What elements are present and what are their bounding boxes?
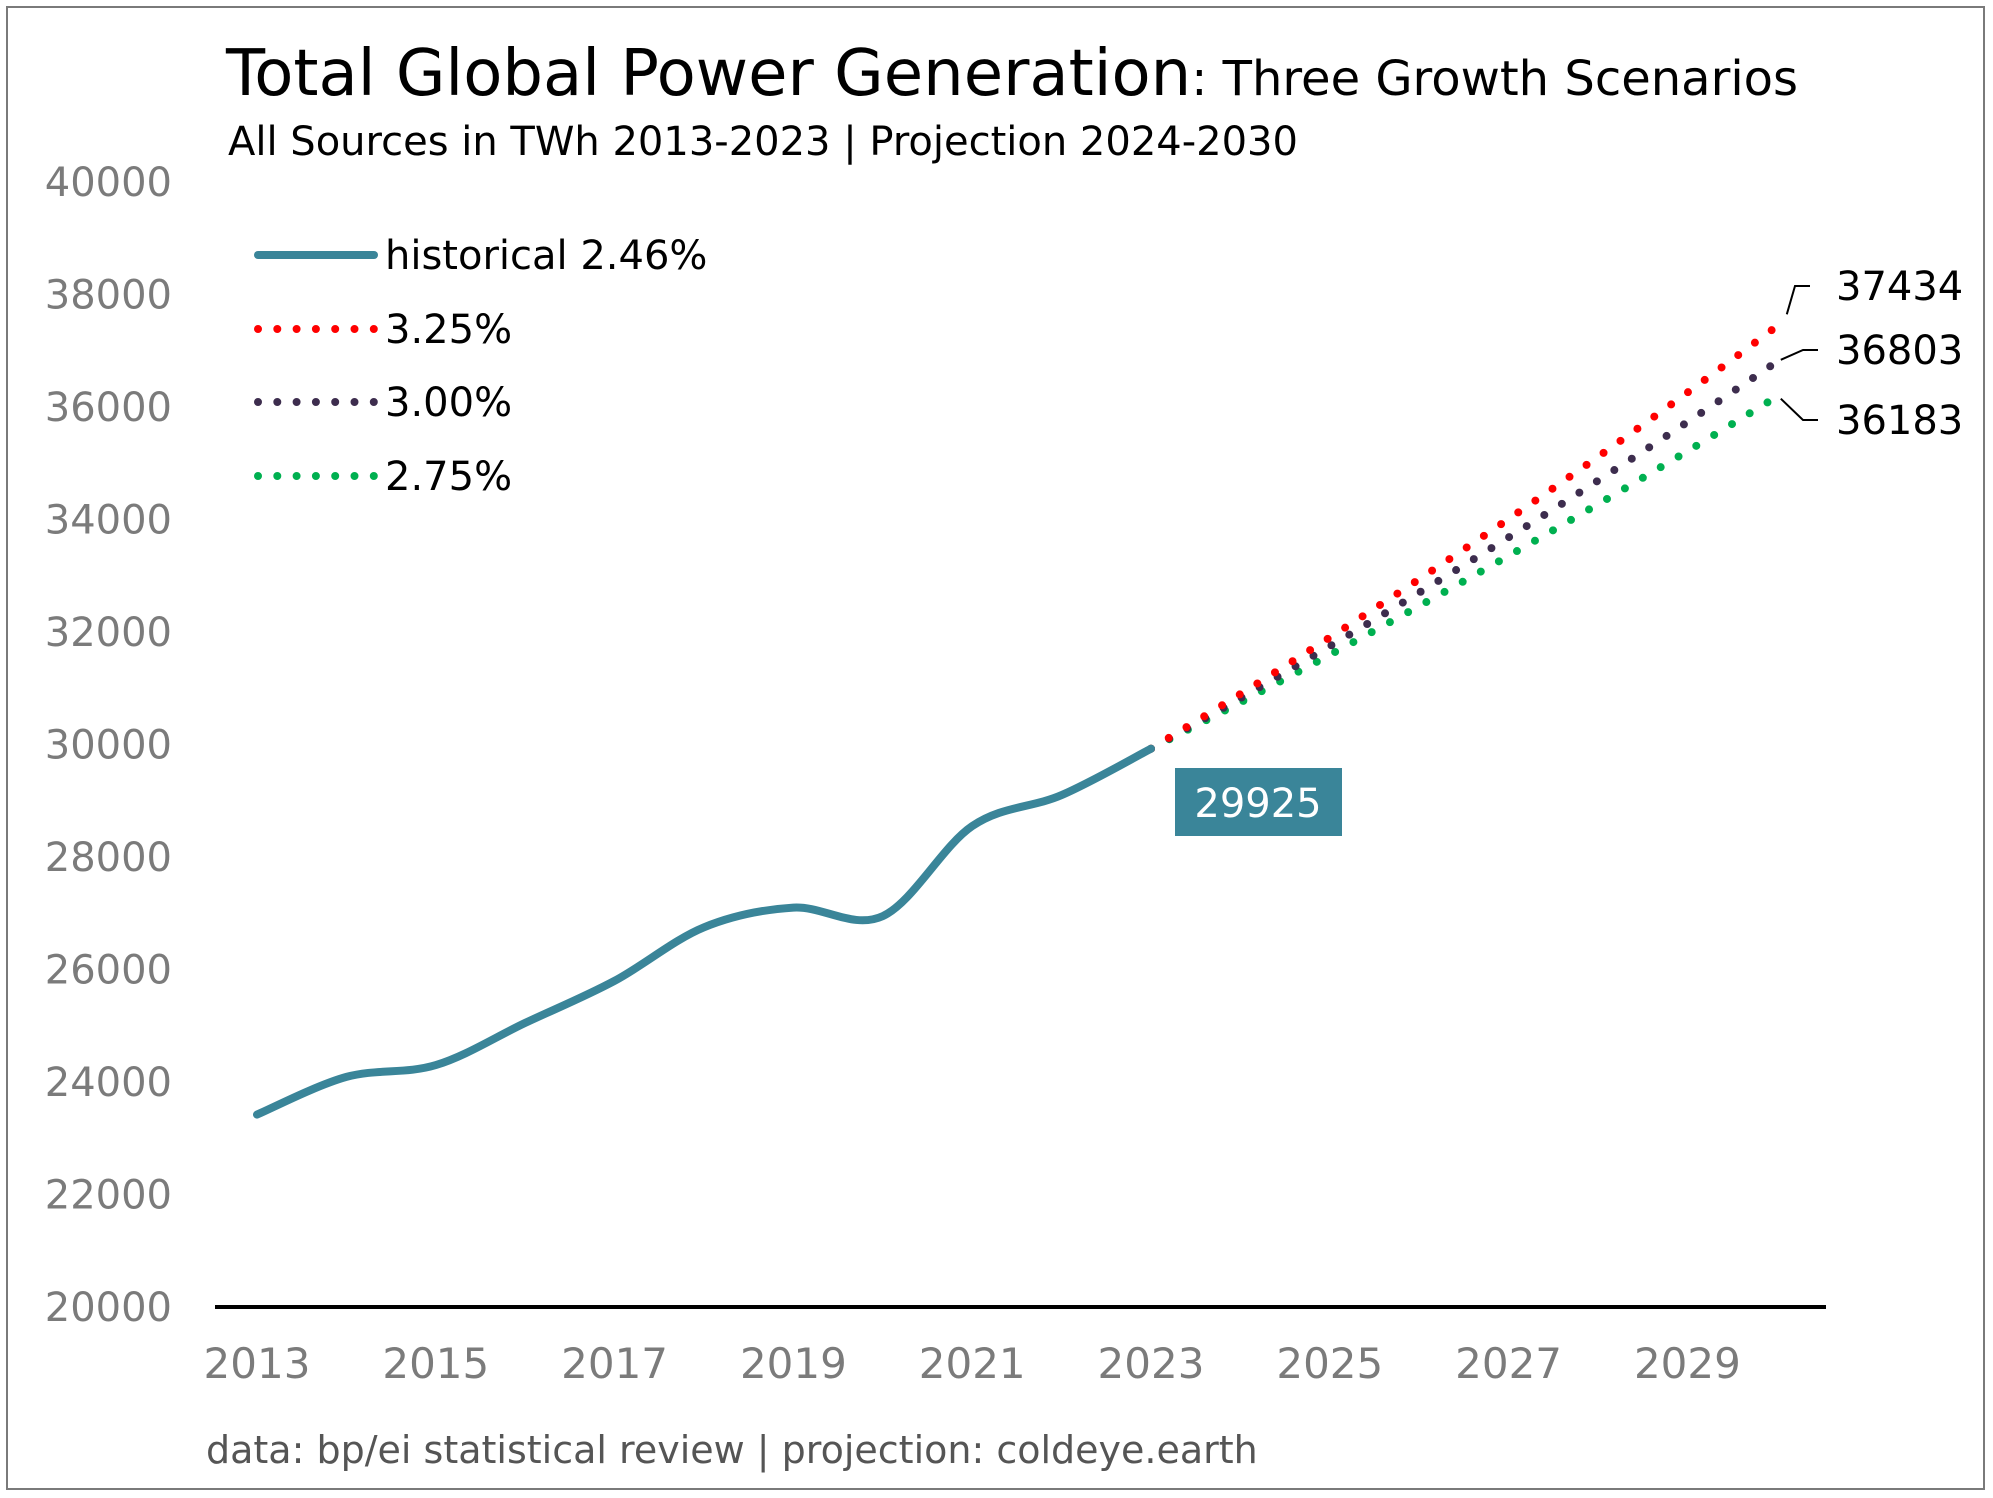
end-value-label: 36803: [1836, 328, 1963, 374]
x-tick-label: 2015: [382, 1339, 489, 1388]
y-tick-label: 34000: [45, 498, 172, 544]
series-line-historical-2-46: [253, 744, 1155, 1119]
legend-label-3-00: 3.00%: [385, 380, 512, 426]
annotations: 29925 37434 36803 36183: [1175, 264, 1963, 836]
y-tick-label: 26000: [45, 948, 172, 994]
legend-label-historical-2-46: historical 2.46%: [385, 233, 707, 279]
chart-title-suffix: : Three Growth Scenarios: [1191, 51, 1798, 107]
chart-subtitle: All Sources in TWh 2013-2023 | Projectio…: [228, 119, 1298, 165]
legend: historical 2.46% 3.25% 3.00% 2.75%: [254, 233, 707, 500]
y-tick-label: 20000: [45, 1285, 172, 1331]
x-tick-label: 2027: [1455, 1339, 1562, 1388]
y-tick-label: 24000: [45, 1060, 172, 1106]
x-tick-label: 2029: [1634, 1339, 1741, 1388]
y-axis-ticks: 20000 22000 24000 26000 28000 30000 32000 34000…: [45, 160, 172, 1331]
x-tick-label: 2013: [204, 1339, 311, 1388]
x-axis-ticks: 2013 2015 2017 2019 2021 2023 2025 2027 2029: [204, 1339, 1741, 1388]
end-label-leader: [1785, 285, 1810, 315]
end-value-label: 37434: [1836, 264, 1963, 310]
y-tick-label: 38000: [45, 273, 172, 319]
x-tick-label: 2025: [1276, 1339, 1383, 1388]
series-layer: [253, 322, 1781, 1119]
end-label-leader: [1780, 397, 1818, 421]
chart-frame: [6, 6, 1985, 1490]
legend-label-2-75: 2.75%: [385, 454, 512, 500]
x-tick-label: 2023: [1098, 1339, 1205, 1388]
y-tick-label: 28000: [45, 835, 172, 881]
x-tick-label: 2019: [740, 1339, 847, 1388]
end-label-leader: [1780, 349, 1818, 361]
legend-label-3-25: 3.25%: [385, 307, 512, 353]
callout-box: [1175, 768, 1342, 836]
chart-title: Total Global Power Generation: Three Gro…: [225, 37, 1798, 111]
y-tick-label: 36000: [45, 385, 172, 431]
y-tick-label: 40000: [45, 160, 172, 206]
series-line-2-75: [1147, 392, 1781, 753]
x-tick-label: 2021: [919, 1339, 1026, 1388]
source-note: data: bp/ei statistical review | project…: [206, 1428, 1258, 1473]
y-tick-label: 22000: [45, 1173, 172, 1219]
series-line-3-00: [1147, 357, 1781, 753]
end-value-label: 36183: [1836, 398, 1963, 444]
x-tick-label: 2017: [561, 1339, 668, 1388]
series-line-3-25: [1147, 322, 1781, 753]
y-tick-label: 30000: [45, 723, 172, 769]
callout-label: 29925: [1194, 781, 1321, 827]
chart-title-main: Total Global Power Generation: [225, 37, 1191, 111]
y-tick-label: 32000: [45, 610, 172, 656]
